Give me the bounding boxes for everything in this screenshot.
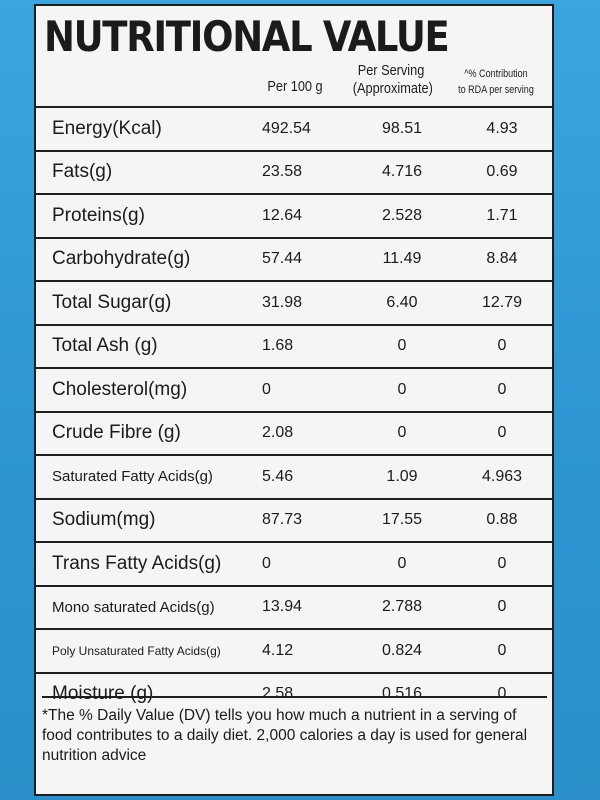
nutrient-name: Cholesterol(mg) — [36, 368, 262, 412]
value-per-serving: 17.55 — [352, 499, 452, 543]
nutrient-name: Sodium(mg) — [36, 499, 262, 543]
column-header-per-serving: Per Serving (Approximate) — [353, 62, 430, 98]
nutrient-name: Proteins(g) — [36, 194, 262, 238]
value-rda: 4.93 — [452, 107, 552, 151]
value-per-100g: 2.08 — [262, 412, 352, 456]
value-per-100g: 57.44 — [262, 238, 352, 282]
value-rda: 0 — [452, 586, 552, 630]
nutrient-name: Total Ash (g) — [36, 325, 262, 369]
table-row: Cholesterol(mg) 0 0 0 — [36, 368, 552, 412]
column-header-per-serving-line2: (Approximate) — [353, 80, 430, 98]
nutrient-name: Carbohydrate(g) — [36, 238, 262, 282]
table-row: Carbohydrate(g) 57.44 11.49 8.84 — [36, 238, 552, 282]
value-per-serving: 0 — [352, 368, 452, 412]
value-per-serving: 0 — [352, 542, 452, 586]
nutrient-name: Total Sugar(g) — [36, 281, 262, 325]
value-per-serving: 1.09 — [352, 455, 452, 499]
value-per-serving: 0 — [352, 325, 452, 369]
value-rda: 1.71 — [452, 194, 552, 238]
value-per-serving: 6.40 — [352, 281, 452, 325]
value-rda: 0 — [452, 542, 552, 586]
value-rda: 0 — [452, 629, 552, 673]
value-rda: 8.84 — [452, 238, 552, 282]
nutrient-name: Fats(g) — [36, 151, 262, 195]
column-header-rda-line1: ^% Contribution — [455, 66, 537, 82]
table-row: Fats(g) 23.58 4.716 0.69 — [36, 151, 552, 195]
nutrient-name: Trans Fatty Acids(g) — [36, 542, 262, 586]
table-row: Crude Fibre (g) 2.08 0 0 — [36, 412, 552, 456]
nutrient-name: Poly Unsaturated Fatty Acids(g) — [36, 629, 262, 673]
column-header-per-serving-line1: Per Serving — [353, 62, 430, 80]
value-per-serving: 4.716 — [352, 151, 452, 195]
value-per-100g: 0 — [262, 368, 352, 412]
value-per-serving: 0.824 — [352, 629, 452, 673]
value-per-100g: 12.64 — [262, 194, 352, 238]
value-per-serving: 2.788 — [352, 586, 452, 630]
value-per-100g: 0 — [262, 542, 352, 586]
nutrient-name: Saturated Fatty Acids(g) — [36, 455, 262, 499]
table-row: Proteins(g) 12.64 2.528 1.71 — [36, 194, 552, 238]
panel-title: NUTRITIONAL VALUE — [44, 12, 448, 61]
value-per-100g: 492.54 — [262, 107, 352, 151]
table-row: Trans Fatty Acids(g) 0 0 0 — [36, 542, 552, 586]
table-row: Total Ash (g) 1.68 0 0 — [36, 325, 552, 369]
value-per-100g: 13.94 — [262, 586, 352, 630]
value-per-100g: 4.12 — [262, 629, 352, 673]
value-per-100g: 23.58 — [262, 151, 352, 195]
value-per-100g: 31.98 — [262, 281, 352, 325]
value-per-serving: 0 — [352, 412, 452, 456]
value-rda: 12.79 — [452, 281, 552, 325]
value-per-100g: 1.68 — [262, 325, 352, 369]
column-header-per-100g: Per 100 g — [267, 78, 323, 95]
table-row: Energy(Kcal) 492.54 98.51 4.93 — [36, 107, 552, 151]
footnote: *The % Daily Value (DV) tells you how mu… — [42, 696, 547, 766]
value-per-serving: 11.49 — [352, 238, 452, 282]
nutrient-name: Mono saturated Acids(g) — [36, 586, 262, 630]
value-per-serving: 2.528 — [352, 194, 452, 238]
table-row: Sodium(mg) 87.73 17.55 0.88 — [36, 499, 552, 543]
nutrient-name: Crude Fibre (g) — [36, 412, 262, 456]
table-row: Total Sugar(g) 31.98 6.40 12.79 — [36, 281, 552, 325]
nutrient-name: Energy(Kcal) — [36, 107, 262, 151]
value-rda: 0 — [452, 412, 552, 456]
table-row: Mono saturated Acids(g) 13.94 2.788 0 — [36, 586, 552, 630]
value-per-100g: 5.46 — [262, 455, 352, 499]
column-header-rda-line2: to RDA per serving — [455, 82, 537, 98]
value-per-100g: 87.73 — [262, 499, 352, 543]
nutrition-label-panel: NUTRITIONAL VALUE Per 100 g Per Serving … — [34, 4, 554, 796]
value-rda: 0 — [452, 325, 552, 369]
table-row: Poly Unsaturated Fatty Acids(g) 4.12 0.8… — [36, 629, 552, 673]
column-header-rda: ^% Contribution to RDA per serving — [455, 66, 537, 98]
value-per-serving: 98.51 — [352, 107, 452, 151]
value-rda: 0 — [452, 368, 552, 412]
value-rda: 4.963 — [452, 455, 552, 499]
table-row: Saturated Fatty Acids(g) 5.46 1.09 4.963 — [36, 455, 552, 499]
value-rda: 0.69 — [452, 151, 552, 195]
value-rda: 0.88 — [452, 499, 552, 543]
nutrition-table: Energy(Kcal) 492.54 98.51 4.93 Fats(g) 2… — [36, 106, 552, 715]
